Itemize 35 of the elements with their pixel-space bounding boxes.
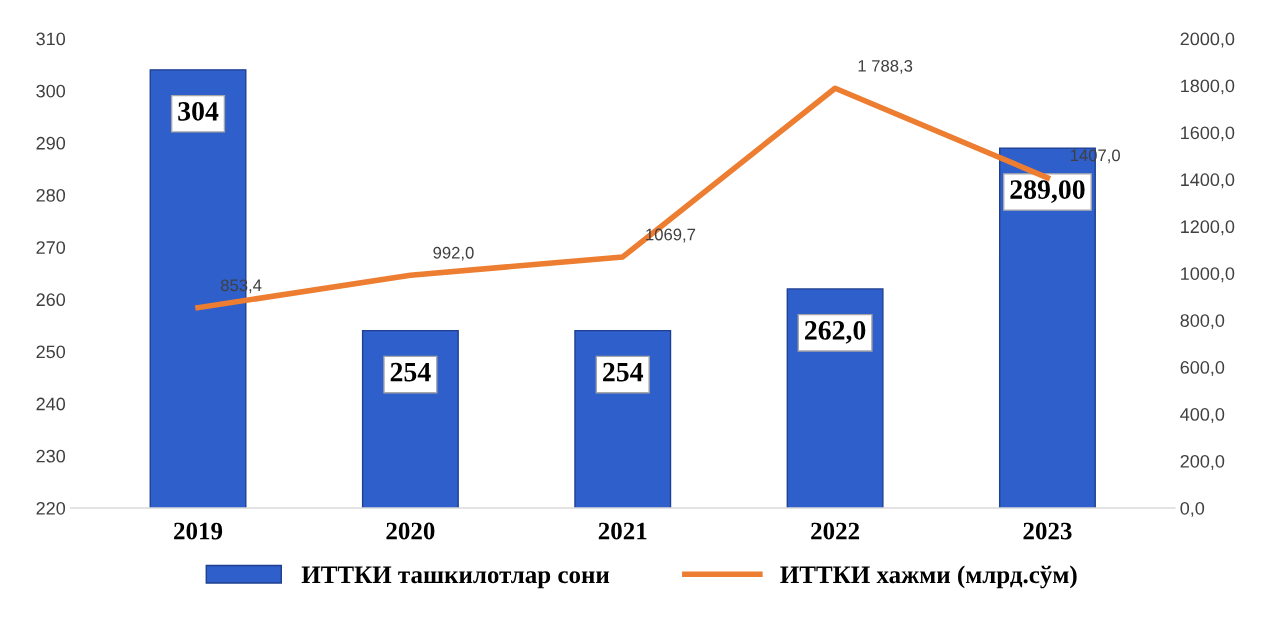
y2-tick-label: 1800,0	[1181, 79, 1235, 95]
data-label: 289,00	[1010, 180, 1085, 203]
data-label: 1 788,3	[858, 59, 913, 74]
x-tick-label: 2023	[1023, 522, 1072, 540]
y2-tick-label: 400,0	[1180, 408, 1225, 423]
y-tick-label: 280	[36, 188, 66, 202]
y2-tick-label: 600,0	[1180, 361, 1225, 377]
legend-label: ИТТКИ ташкилотлар сони	[301, 566, 610, 589]
y-tick-label: 260	[36, 293, 66, 307]
y2-tick-label: 1400,0	[1181, 173, 1235, 189]
data-label: 262,0	[805, 321, 866, 344]
y2-tick-label: 800,0	[1180, 314, 1225, 330]
y2-tick-label: 0,0	[1180, 501, 1205, 517]
y-tick-label: 290	[36, 136, 66, 150]
data-label: 254	[390, 362, 431, 382]
x-tick-label: 2019	[174, 522, 223, 540]
y2-tick-label: 1600,0	[1181, 126, 1235, 142]
y-tick-label: 230	[36, 449, 66, 463]
y-tick-label: 250	[36, 345, 66, 359]
y2-tick-label: 2000,0	[1180, 32, 1235, 48]
data-label: 254	[603, 362, 644, 382]
legend-label: ИТТКИ хажми (млрд.сўм)	[780, 565, 1077, 589]
x-tick-label: 2020	[386, 522, 435, 540]
y-tick-label: 310	[36, 32, 66, 46]
data-label: 304	[178, 101, 219, 121]
x-tick-label: 2022	[811, 522, 860, 540]
data-label: 992,0	[433, 246, 474, 261]
y2-tick-label: 200,0	[1180, 454, 1225, 470]
y2-tick-label: 1000,0	[1181, 267, 1235, 283]
y-tick-label: 240	[36, 397, 66, 411]
x-tick-label: 2021	[598, 522, 647, 540]
y-tick-label: 270	[36, 241, 66, 254]
y-tick-label: 300	[36, 84, 66, 98]
y-tick-label: 220	[36, 501, 66, 515]
y2-tick-label: 1200,0	[1181, 220, 1235, 236]
